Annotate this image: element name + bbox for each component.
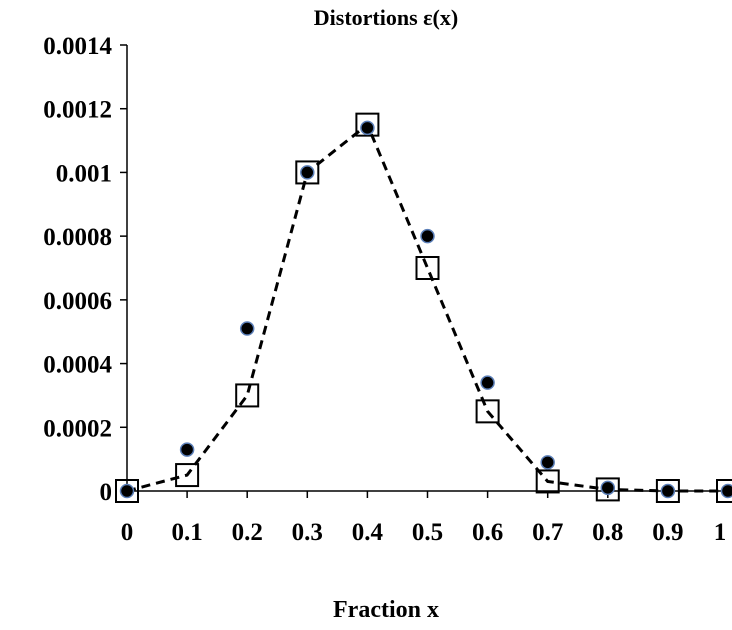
data-point-circle — [300, 165, 315, 180]
x-tick-label: 0.1 — [171, 519, 202, 546]
x-tick-label: 0.2 — [232, 519, 263, 546]
series-line — [126, 122, 728, 493]
chart-title: Distortions ε(x) — [314, 5, 458, 30]
data-point-square — [595, 477, 620, 502]
x-tick-label: 0.7 — [532, 519, 563, 546]
data-point-square — [355, 112, 380, 137]
data-point-square — [415, 256, 440, 280]
data-point-square — [475, 399, 500, 424]
data-point-circle — [540, 455, 555, 470]
x-axis-label: Fraction x — [333, 597, 439, 623]
y-tick-label: 0.0002 — [43, 415, 112, 442]
y-tick-label: 0.0012 — [43, 97, 112, 124]
x-tick-label: 0.8 — [592, 519, 623, 546]
data-point-square — [175, 463, 200, 488]
x-tick-label: 0.6 — [472, 519, 503, 546]
y-axis: 0 0.0002 0.0004 0.0006 0.0008 0.001 0.0012 0.00… — [43, 33, 127, 506]
plot-area — [115, 112, 732, 503]
x-tick-label: 0.3 — [292, 519, 323, 546]
y-tick-label: 0 — [100, 479, 113, 506]
series-2 — [119, 120, 732, 499]
y-tick-label: 0.0008 — [43, 224, 112, 251]
x-tick-label: 0.5 — [412, 519, 443, 546]
data-point-circle — [239, 321, 255, 336]
data-point-circle — [360, 120, 375, 136]
y-tick-label: 0.0006 — [43, 288, 112, 315]
data-point-circle — [660, 483, 676, 499]
x-tick-label: 0 — [121, 519, 134, 546]
x-axis: 0 0.1 0.2 0.3 0.4 0.5 0.6 0.7 0.8 0.9 1 — [121, 491, 729, 546]
data-point-square — [716, 479, 732, 503]
data-point-square — [235, 383, 260, 408]
series-1 — [115, 112, 732, 503]
data-point-circle — [480, 375, 495, 390]
x-tick-label: 0.9 — [652, 519, 683, 546]
data-point-circle — [420, 228, 435, 244]
x-tick-label: 0.4 — [352, 519, 384, 546]
y-tick-label: 0.001 — [56, 160, 112, 187]
data-point-circle — [600, 480, 616, 496]
data-point-square — [535, 469, 560, 494]
data-point-circle — [179, 442, 195, 457]
y-tick-label: 0.0014 — [43, 33, 112, 60]
y-tick-label: 0.0004 — [43, 352, 112, 379]
x-tick-label: 1 — [714, 519, 727, 546]
data-point-circle — [720, 483, 732, 499]
data-point-square — [295, 160, 320, 185]
data-point-circle — [119, 483, 135, 499]
data-point-square — [115, 479, 139, 503]
data-point-square — [655, 479, 680, 503]
